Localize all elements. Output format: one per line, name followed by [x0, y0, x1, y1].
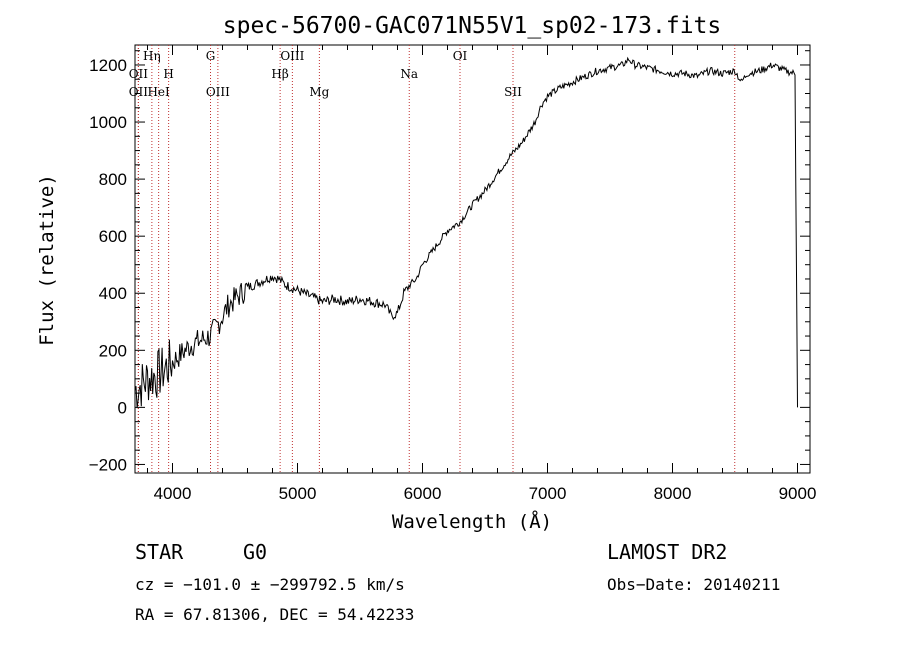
line-label: HeI	[147, 85, 170, 99]
redshift-info: cz = −101.0 ± −299792.5 km/s	[135, 575, 405, 594]
line-label: OIII	[280, 49, 304, 63]
line-label: OII	[129, 67, 149, 81]
y-tick-label: −200	[89, 455, 127, 474]
y-tick-label: 0	[118, 398, 127, 417]
line-label: H	[163, 67, 173, 81]
y-tick-label: 1200	[89, 56, 127, 75]
line-label: G	[206, 49, 216, 63]
x-tick-label: 8000	[654, 484, 692, 503]
obs-date: Obs−Date: 20140211	[607, 575, 780, 594]
y-tick-label: 400	[99, 284, 127, 303]
line-label: OII	[129, 85, 149, 99]
line-label: Hβ	[271, 67, 288, 81]
line-label: Hη	[143, 49, 161, 63]
y-axis-ticks: −200 0 200 400 600 800 1000 1200	[89, 50, 810, 474]
line-label: Na	[400, 67, 418, 81]
y-tick-label: 1000	[89, 113, 127, 132]
object-subclass: G0	[243, 540, 267, 564]
object-class: STAR	[135, 540, 184, 564]
line-label: Mg	[309, 85, 329, 99]
line-label: SII	[504, 85, 522, 99]
survey-name: LAMOST DR2	[607, 540, 727, 564]
y-tick-label: 800	[99, 170, 127, 189]
chart-title: spec-56700-GAC071N55V1_sp02-173.fits	[223, 13, 722, 39]
spectral-line-labels: OII OII Hη HeI H G OIII Hβ OIII Mg Na OI SII	[129, 49, 522, 99]
y-axis-label: Flux (relative)	[36, 174, 58, 346]
x-tick-label: 5000	[279, 484, 317, 503]
plot-frame	[134, 44, 811, 474]
x-tick-label: 6000	[404, 484, 442, 503]
spectral-line-markers	[137, 45, 736, 473]
x-axis-ticks: 4000 5000 6000 7000 8000 9000	[147, 45, 817, 503]
spectrum-line	[134, 56, 798, 409]
line-label: OIII	[206, 85, 230, 99]
line-label: OI	[453, 49, 468, 63]
coordinates: RA = 67.81306, DEC = 54.42233	[135, 605, 414, 624]
y-tick-label: 600	[99, 227, 127, 246]
x-tick-label: 7000	[529, 484, 567, 503]
x-axis-label: Wavelength (Å)	[392, 510, 552, 533]
x-tick-label: 9000	[779, 484, 817, 503]
y-tick-label: 200	[99, 341, 127, 360]
x-tick-label: 4000	[154, 484, 192, 503]
